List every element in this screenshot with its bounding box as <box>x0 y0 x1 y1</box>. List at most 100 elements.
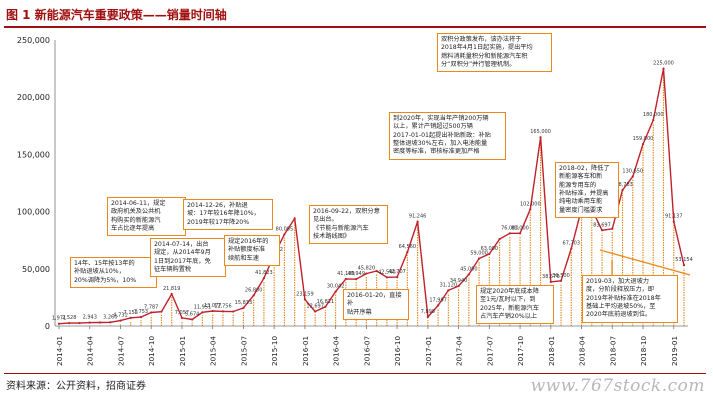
x-tick-label: 2014-01 <box>55 336 64 366</box>
data-label: 7,787 <box>144 305 158 311</box>
callout-2018-02-subsidy-adjust: 2018-02，降低了 新能源客车和新 能源专用车的 补贴标准，并提高 纯电动乘用车能量… <box>555 162 619 219</box>
callout-line: 见出台。 <box>313 216 338 224</box>
data-label: 165,000 <box>530 129 551 135</box>
callout-line: 1日到2017年底，免 <box>154 257 211 265</box>
data-point <box>539 136 542 139</box>
source-note: 资料来源：公开资料，招商证券 <box>6 381 146 392</box>
data-point <box>436 304 440 307</box>
callout-line: 整体退坡30%左右，加入电池能量 <box>393 140 488 148</box>
x-tick-label: 2018-01 <box>547 336 556 366</box>
data-label: 63,000 <box>481 246 499 252</box>
data-label: 83,697 <box>593 222 611 228</box>
callout-line: 贴开序幕 <box>347 308 372 316</box>
bottom-divider <box>4 373 706 374</box>
data-point <box>682 264 686 267</box>
callout-line: 2019年较17年降20% <box>187 218 250 226</box>
data-point <box>652 118 655 122</box>
data-point <box>242 306 245 309</box>
callout-line: 2018年4月1日起实施，提出平均 <box>441 44 533 52</box>
data-point <box>191 318 194 321</box>
watermark: www.767stock.com <box>530 376 705 396</box>
data-label: 180,000 <box>643 112 664 118</box>
data-point <box>498 237 501 241</box>
data-point <box>477 257 481 260</box>
callout-line: 至1元/瓦时以下，到 <box>480 296 536 304</box>
callout-line: 政府机关及公共机 <box>111 208 161 216</box>
data-point <box>631 175 634 178</box>
data-label: 11,951 <box>194 304 212 310</box>
data-point <box>365 272 368 275</box>
data-label: 45,000 <box>460 267 478 273</box>
data-label: 13,077 <box>204 303 222 309</box>
data-point <box>641 143 645 146</box>
data-point <box>314 310 317 313</box>
data-point <box>447 289 450 292</box>
data-label: 21,819 <box>163 286 181 292</box>
data-label: 53,154 <box>675 257 693 263</box>
callout-line: 2014-06-11，规定 <box>111 200 166 207</box>
x-tick-label: 2017-01 <box>424 336 433 366</box>
callout-line: 构购买的新能源汽 <box>111 216 161 224</box>
callout-line: 坡：17年较16年降10%， <box>187 210 260 218</box>
x-tick-label: 2018-10 <box>639 336 648 366</box>
data-label: 17,997 <box>429 297 447 303</box>
x-tick-label: 2016-07 <box>362 336 371 366</box>
callout-line: 规定，从2014年9月 <box>154 249 211 257</box>
data-label: 91,137 <box>665 214 683 220</box>
y-tick-label: 0 <box>45 322 50 331</box>
data-point <box>170 292 173 296</box>
data-point <box>324 305 327 308</box>
callout-line: 基础上平均退坡50%，至 <box>586 303 656 311</box>
data-point <box>129 316 132 319</box>
data-label: 23,159 <box>296 292 314 298</box>
data-point <box>549 280 552 283</box>
data-label: 7,057 <box>175 310 189 316</box>
x-tick-label: 2017-10 <box>516 336 525 366</box>
data-label: 7,152 <box>124 310 138 316</box>
data-point <box>201 311 204 314</box>
data-label: 80,095 <box>276 226 294 232</box>
data-point <box>672 220 675 223</box>
callout-line: 2020年底前退坡到位。 <box>586 311 652 319</box>
data-label: 31,120 <box>440 282 458 288</box>
x-tick-label: 2015-01 <box>178 336 187 366</box>
data-point <box>529 208 532 211</box>
x-tick-label: 2018-07 <box>608 336 617 366</box>
callout-2017-subsidy-policy: 到2020年，实现当年产销200万辆 以上，累计产销超过500万辆 2017-01-… <box>389 112 506 160</box>
data-point <box>488 252 491 256</box>
callout-line: 2016-09-22，双积分意 <box>313 208 380 215</box>
callout-battery-cost-target: 规定2020年底成本降 至1元/瓦时以下，到 2025年，新能源汽车 占汽车产销20%… <box>476 285 554 325</box>
callout-2016-09-dual-credit: 2016-09-22，双积分意 见出台。 《节能与新能源汽车 技术路线图》 <box>309 205 388 245</box>
data-point <box>662 67 665 70</box>
data-label: 59,000 <box>470 251 488 257</box>
callout-line: 2018-02，降低了 <box>559 165 610 172</box>
data-point <box>426 315 429 319</box>
data-point <box>344 277 347 281</box>
data-label: 39,500 <box>552 273 570 279</box>
data-point <box>88 321 91 324</box>
data-point <box>232 310 235 313</box>
callout-line: 燃料消耗量积分和新能源汽车积 <box>441 52 528 60</box>
data-point <box>98 321 102 324</box>
data-point <box>375 269 378 273</box>
callout-line: 补贴退坡从10%， <box>74 268 125 276</box>
data-point <box>57 322 61 325</box>
callout-line: 新能源客车和新 <box>559 173 603 181</box>
callout-line: 补贴标准，并提高 <box>559 190 609 198</box>
chart-title: 图 1 新能源汽车重要政策——销量时间轴 <box>6 8 227 22</box>
callout-2016-subsidy-standards: 规定2016年的 补贴额度标准 续航和车速 <box>224 235 280 267</box>
data-point <box>467 273 470 276</box>
x-tick-label: 2015-04 <box>209 336 218 366</box>
data-label: 7,898 <box>421 309 435 315</box>
x-tick-label: 2015-07 <box>239 336 248 366</box>
data-label: 40,949 <box>347 271 365 277</box>
y-tick-label: 200,000 <box>17 93 50 102</box>
callout-line: 双积分政策发布，该办法将于 <box>441 36 522 43</box>
x-tick-label: 2016-04 <box>332 336 341 366</box>
data-label: 64,560 <box>399 244 417 250</box>
data-label: 130,650 <box>622 169 643 175</box>
data-label: 67,703 <box>563 241 581 247</box>
data-point <box>119 319 122 322</box>
callout-line: 密度等标准，审核标准更加严格 <box>393 148 480 156</box>
data-label: 41,823 <box>255 270 273 276</box>
